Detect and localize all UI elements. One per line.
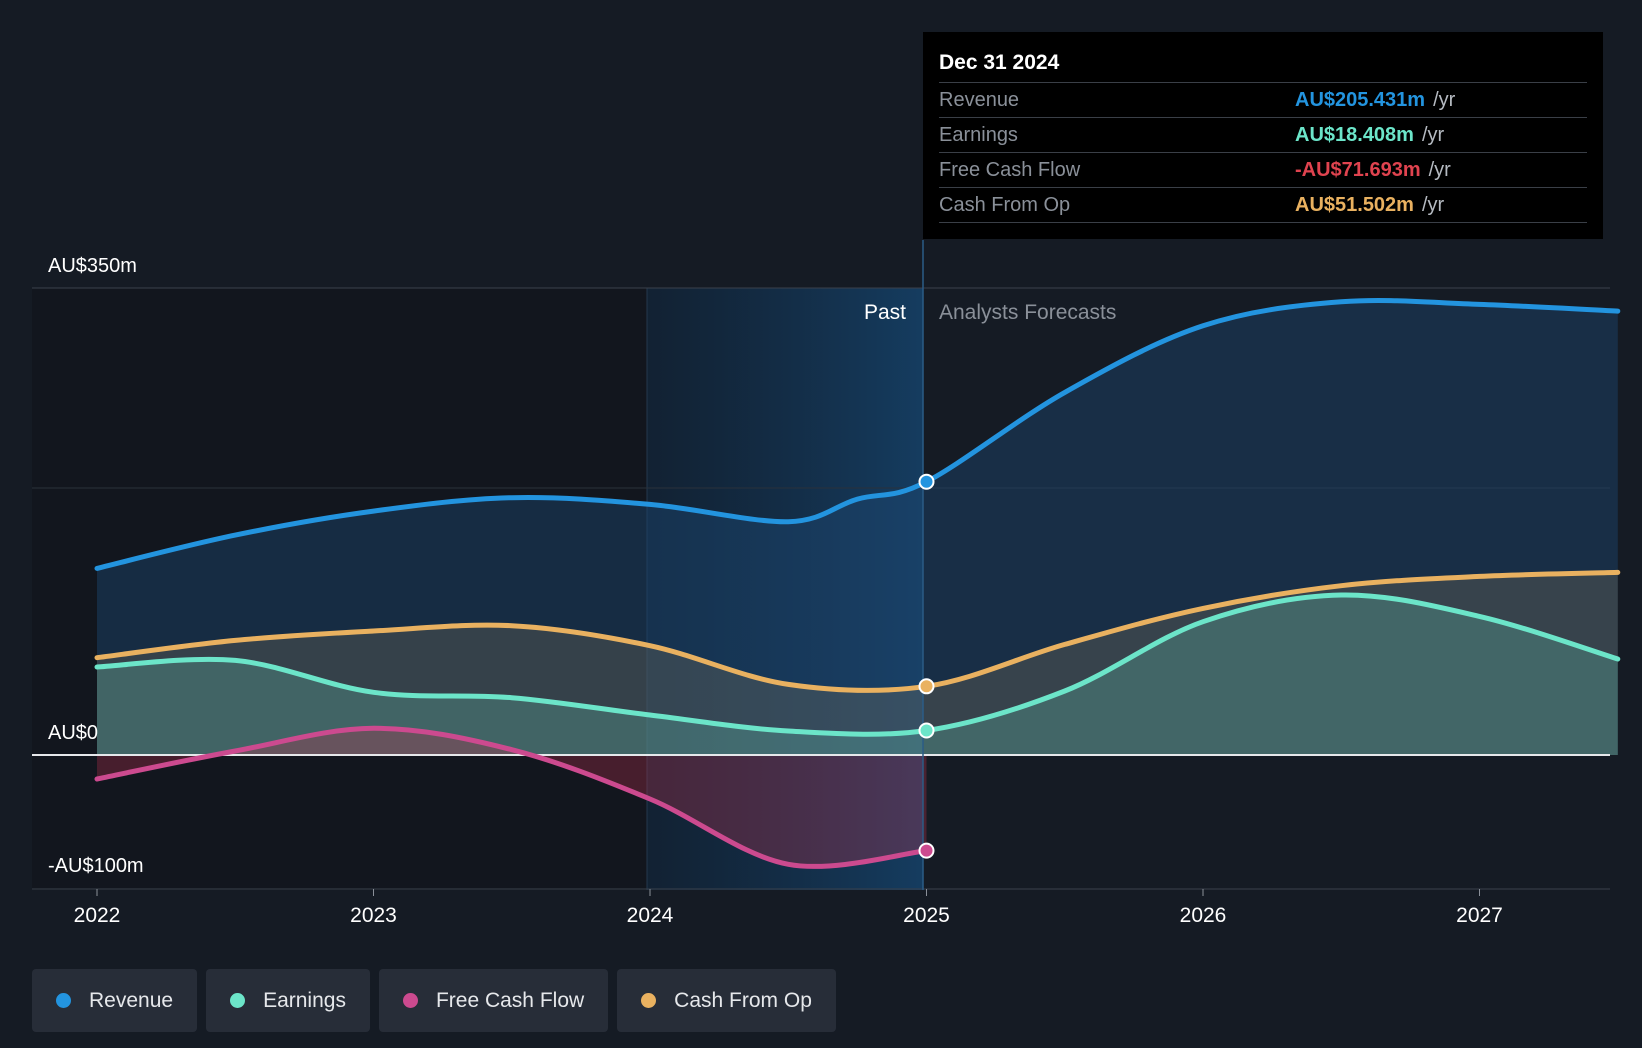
legend-dot-icon [56, 993, 71, 1008]
legend: Revenue Earnings Free Cash Flow Cash Fro… [32, 969, 836, 1032]
tooltip-row-revenue: Revenue AU$205.431m /yr [939, 83, 1587, 118]
line-cash-from-op [94, 569, 1621, 693]
y-label-top: AU$350m [48, 255, 137, 277]
point-free-cash-flow[interactable] [918, 842, 935, 859]
tooltip-unit: /yr [1428, 158, 1451, 181]
tooltip-unit: /yr [1421, 193, 1445, 216]
tooltip: Dec 31 2024 Revenue AU$205.431m /yr Earn… [923, 32, 1603, 239]
tooltip-label: Earnings [939, 123, 1018, 146]
tooltip-row-cash-from-op: Cash From Op AU$51.502m /yr [939, 188, 1587, 223]
x-tick-label: 2024 [627, 904, 674, 927]
tooltip-label: Revenue [939, 88, 1020, 111]
tooltip-row-earnings: Earnings AU$18.408m /yr [939, 118, 1587, 153]
legend-label: Free Cash Flow [435, 988, 585, 1012]
tooltip-unit: /yr [1433, 88, 1456, 111]
line-earnings [94, 592, 1621, 737]
legend-label: Cash From Op [674, 988, 812, 1012]
tooltip-row-free-cash-flow: Free Cash Flow -AU$71.693m /yr [939, 153, 1587, 188]
x-tick-label: 2022 [74, 904, 121, 927]
line-revenue [94, 297, 1621, 571]
tooltip-value: -AU$71.693m [1295, 158, 1421, 181]
forecast-label: Analysts Forecasts [939, 301, 1116, 324]
point-earnings[interactable] [918, 722, 935, 739]
legend-label: Revenue [89, 988, 174, 1012]
y-label-zero: AU$0 [48, 722, 98, 744]
legend-dot-icon [641, 993, 657, 1008]
legend-dot-icon [230, 993, 246, 1008]
line-free-cash-flow [94, 725, 929, 869]
legend-item-revenue[interactable]: Revenue [32, 969, 198, 1032]
x-tick-label: 2026 [1180, 904, 1227, 927]
area-earnings [97, 594, 1618, 755]
x-tick-label: 2023 [350, 904, 397, 927]
past-highlight-region [647, 288, 923, 890]
tooltip-value: AU$18.408m [1295, 123, 1414, 146]
legend-item-earnings[interactable]: Earnings [206, 969, 370, 1032]
point-revenue[interactable] [918, 473, 935, 490]
point-cash-from-op[interactable] [918, 678, 935, 695]
past-dark-region [32, 288, 647, 890]
legend-label: Earnings [263, 988, 346, 1012]
past-label: Past [864, 301, 906, 324]
tooltip-unit: /yr [1421, 123, 1445, 146]
tooltip-value: AU$205.431m [1295, 88, 1426, 111]
tooltip-label: Free Cash Flow [939, 158, 1081, 181]
area-revenue [97, 300, 1618, 755]
tooltip-date: Dec 31 2024 [939, 46, 1587, 83]
legend-dot-icon [402, 993, 418, 1008]
y-label-bottom: -AU$100m [48, 855, 144, 877]
x-tick-label: 2027 [1456, 904, 1503, 927]
tooltip-value: AU$51.502m [1295, 193, 1414, 216]
legend-item-cash-from-op[interactable]: Cash From Op [617, 969, 836, 1032]
tooltip-label: Cash From Op [939, 193, 1071, 216]
legend-item-free-cash-flow[interactable]: Free Cash Flow [378, 969, 609, 1032]
area-cash-from-op [97, 572, 1618, 755]
area-free-cash-flow [97, 728, 927, 867]
x-tick-label: 2025 [903, 904, 950, 927]
